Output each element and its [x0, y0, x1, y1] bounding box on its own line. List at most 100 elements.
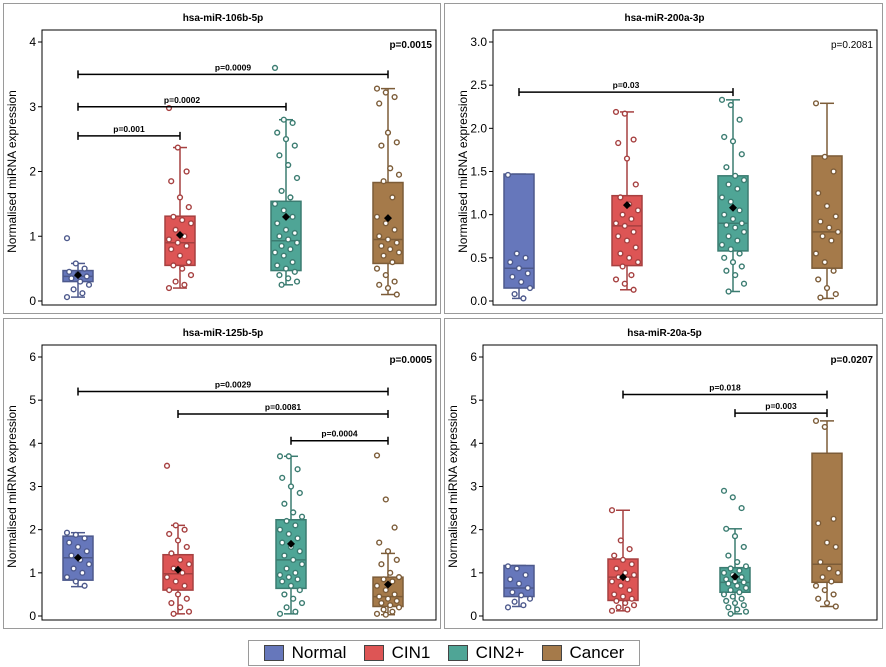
data-point: [721, 211, 728, 218]
data-point: [289, 213, 296, 220]
data-point: [617, 537, 624, 544]
data-point: [734, 582, 741, 589]
chart-panel-1: hsa-miR-106b-5p 0 1 2 3 4 Normalised miRNA exp…: [3, 3, 441, 314]
data-point: [507, 259, 514, 266]
chart-panel-2: hsa-miR-200a-3p 0.0 0.5 1.0 1.5 2.0 2.5 3.0 Norm…: [444, 3, 883, 314]
data-point: [376, 233, 383, 240]
data-point: [740, 579, 747, 586]
data-point: [294, 466, 301, 473]
data-point: [812, 250, 820, 257]
data-point: [280, 252, 287, 259]
data-point: [632, 181, 639, 188]
data-point: [290, 556, 297, 563]
data-point: [278, 187, 285, 195]
data-point: [373, 85, 381, 92]
data-point: [819, 233, 826, 240]
data-point: [287, 483, 295, 490]
data-point: [725, 233, 732, 240]
legend-item-normal: Normal: [263, 643, 347, 663]
data-point: [617, 250, 624, 257]
data-point: [731, 533, 739, 540]
data-point: [187, 272, 195, 279]
plot-frame: [41, 29, 437, 306]
data-point: [387, 246, 394, 253]
data-point: [389, 259, 396, 266]
data-point: [725, 181, 732, 188]
data-point: [63, 574, 71, 581]
data-point: [280, 207, 287, 214]
data-point: [821, 259, 828, 266]
data-point: [165, 284, 173, 292]
y-tick-label: 0: [470, 609, 477, 623]
data-point: [81, 535, 88, 542]
data-point: [823, 599, 831, 607]
data-point: [293, 174, 301, 182]
comparison-label: p=0.003: [765, 401, 797, 411]
data-point: [518, 592, 525, 599]
chart-svg-3: hsa-miR-125b-5p 0 1 2 3 4 5 6 Normalised miRNA e…: [5, 328, 437, 623]
chart-title: hsa-miR-106b-5p: [183, 13, 264, 24]
data-point: [274, 262, 281, 269]
data-point: [382, 272, 389, 279]
data-point: [387, 602, 394, 609]
plot-frame: [482, 344, 878, 621]
data-point: [817, 294, 824, 301]
data-point: [280, 116, 287, 123]
data-point: [382, 611, 389, 618]
data-point: [630, 286, 637, 293]
data-point: [168, 550, 175, 557]
data-point: [179, 216, 186, 224]
legend-label-normal: Normal: [291, 643, 347, 662]
y-tick-label: 3.0: [470, 35, 487, 49]
data-point: [823, 284, 831, 292]
legend-item-cin2plus: CIN2+: [447, 643, 524, 663]
chart-title: hsa-miR-200a-3p: [624, 13, 704, 24]
data-point: [290, 509, 297, 516]
y-tick-label: 2: [29, 523, 36, 537]
y-tick-label: 1: [29, 566, 36, 580]
mean-marker: [74, 271, 82, 280]
data-point: [524, 584, 531, 592]
data-point: [729, 138, 737, 145]
data-point: [389, 578, 396, 585]
data-point: [619, 211, 626, 218]
data-point: [298, 561, 306, 568]
p-value-label: p=0.0015: [389, 40, 432, 51]
data-point: [727, 198, 734, 205]
data-point: [742, 584, 750, 592]
data-point: [504, 563, 512, 570]
data-point: [298, 599, 306, 607]
data-point: [373, 610, 381, 617]
data-point: [172, 522, 179, 529]
comparison-label: p=0.0029: [215, 380, 251, 390]
y-tick-label: 1.5: [470, 165, 487, 179]
data-point: [63, 529, 71, 536]
data-point: [287, 246, 294, 253]
data-point: [282, 226, 290, 233]
data-point: [738, 595, 745, 602]
data-point: [81, 265, 88, 272]
data-point: [70, 286, 77, 293]
data-point: [832, 543, 839, 551]
data-point: [615, 604, 622, 611]
mean-marker: [74, 553, 82, 562]
data-point: [68, 552, 75, 559]
data-point: [378, 242, 385, 250]
mean-marker: [174, 565, 182, 574]
data-point: [815, 189, 822, 197]
data-point: [185, 561, 193, 568]
data-point: [77, 278, 84, 285]
data-point: [511, 290, 518, 298]
data-point: [292, 522, 299, 529]
y-tick-label: 3: [29, 100, 36, 114]
data-point: [518, 278, 525, 286]
data-point: [628, 272, 635, 279]
data-point: [183, 543, 190, 551]
y-tick-label: 6: [470, 350, 477, 364]
data-point: [830, 515, 837, 522]
data-point: [740, 602, 747, 609]
data-point: [624, 576, 631, 583]
data-point: [622, 599, 629, 607]
data-point: [391, 278, 398, 285]
data-point: [172, 578, 179, 585]
